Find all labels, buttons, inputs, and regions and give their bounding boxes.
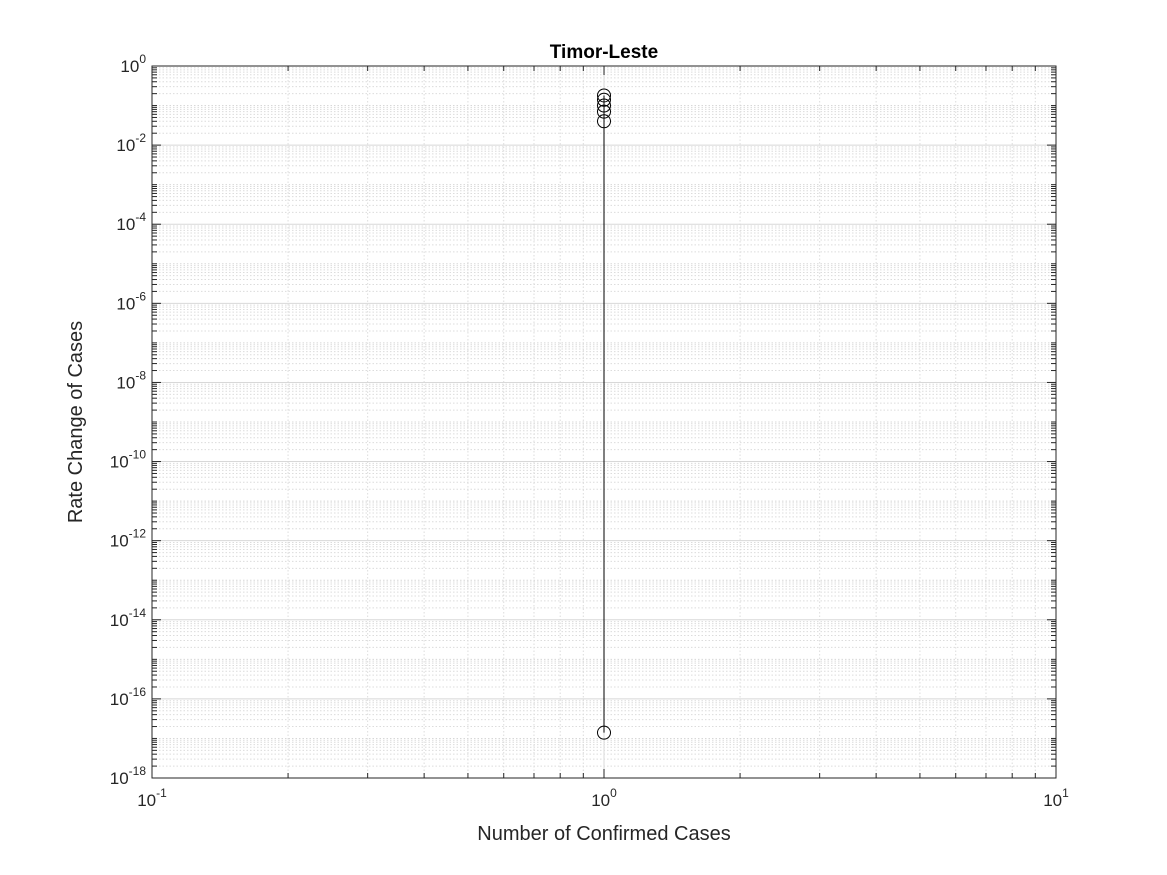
y-tick-label: 10-4 bbox=[116, 210, 146, 234]
data-point bbox=[597, 114, 611, 129]
y-tick-base: 10 bbox=[116, 294, 135, 313]
y-tick-label: 10-10 bbox=[110, 448, 147, 472]
y-tick-exponent: -16 bbox=[129, 685, 147, 699]
y-tick-base: 10 bbox=[110, 769, 129, 788]
x-tick-label: 101 bbox=[1043, 786, 1069, 810]
x-tick-base: 10 bbox=[591, 791, 610, 810]
y-tick-base: 10 bbox=[116, 215, 135, 234]
y-tick-base: 10 bbox=[110, 690, 129, 709]
y-tick-label: 10-18 bbox=[110, 764, 147, 788]
y-tick-base: 10 bbox=[116, 373, 135, 392]
y-tick-base: 10 bbox=[110, 532, 129, 551]
y-tick-base: 10 bbox=[110, 611, 129, 630]
x-tick-base: 10 bbox=[137, 791, 156, 810]
y-tick-label: 10-12 bbox=[110, 527, 147, 551]
y-tick-exponent: -10 bbox=[129, 448, 147, 462]
y-tick-exponent: -12 bbox=[129, 527, 147, 541]
y-tick-exponent: -4 bbox=[135, 210, 146, 224]
data-point bbox=[597, 88, 611, 103]
y-tick-exponent: -2 bbox=[135, 131, 146, 145]
y-tick-base: 10 bbox=[120, 57, 139, 76]
y-tick-label: 100 bbox=[120, 52, 146, 76]
y-tick-exponent: -6 bbox=[135, 289, 146, 303]
y-tick-label: 10-8 bbox=[116, 368, 146, 392]
y-tick-label: 10-2 bbox=[116, 131, 146, 155]
ticks: 10-1 100 10110-1810-1610-1410-1210-1010-81… bbox=[110, 52, 1069, 810]
data-point bbox=[597, 104, 611, 119]
y-tick-exponent: -8 bbox=[135, 368, 146, 382]
x-tick-label: 10-1 bbox=[137, 786, 167, 810]
x-tick-exponent: -1 bbox=[156, 786, 167, 800]
data-point bbox=[597, 725, 611, 740]
y-tick-label: 10-16 bbox=[110, 685, 147, 709]
x-tick-exponent: 1 bbox=[1062, 786, 1069, 800]
data-series bbox=[597, 88, 611, 740]
y-axis-label: Rate Change of Cases bbox=[65, 321, 87, 523]
data-point bbox=[597, 92, 611, 107]
y-tick-base: 10 bbox=[110, 453, 129, 472]
y-tick-label: 10-6 bbox=[116, 289, 146, 313]
x-axis-label: Number of Confirmed Cases bbox=[477, 823, 730, 845]
x-tick-label: 100 bbox=[591, 786, 617, 810]
y-tick-label: 10-14 bbox=[110, 606, 147, 630]
chart-title: Timor-Leste bbox=[550, 42, 658, 63]
data-point bbox=[597, 98, 611, 113]
y-tick-exponent: 0 bbox=[139, 52, 146, 66]
y-tick-exponent: -14 bbox=[129, 606, 147, 620]
x-tick-base: 10 bbox=[1043, 791, 1062, 810]
y-tick-exponent: -18 bbox=[129, 764, 147, 778]
x-tick-exponent: 0 bbox=[610, 786, 617, 800]
y-tick-base: 10 bbox=[116, 136, 135, 155]
